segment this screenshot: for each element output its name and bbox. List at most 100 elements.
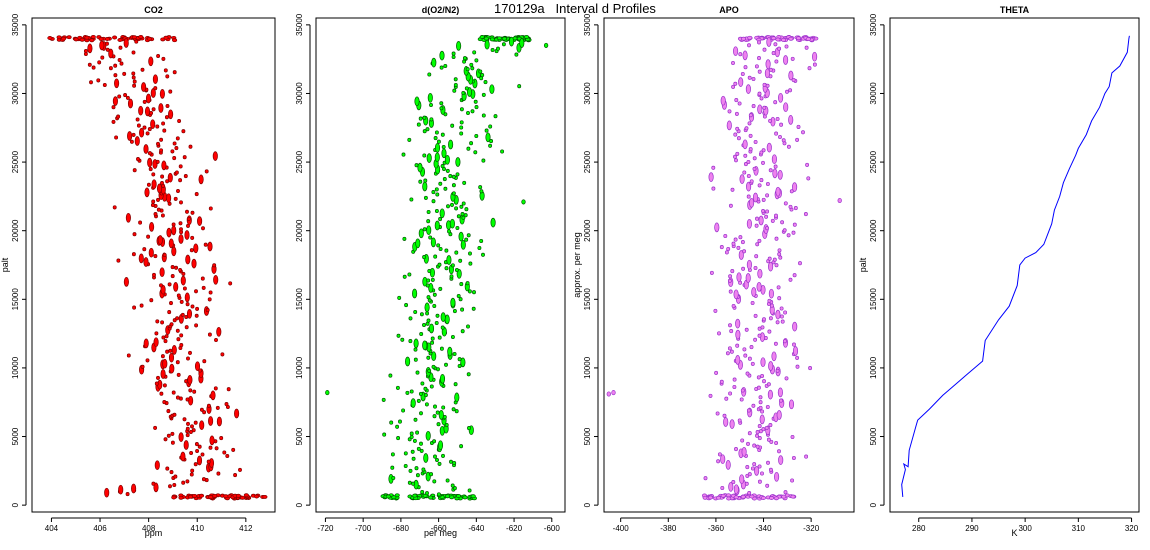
data-point — [153, 212, 158, 217]
data-point — [443, 63, 448, 69]
data-point — [758, 405, 763, 410]
data-point — [170, 440, 175, 445]
data-point — [432, 303, 437, 309]
data-point — [463, 213, 468, 218]
band-point — [747, 35, 753, 40]
data-point — [792, 346, 799, 356]
data-point — [156, 375, 160, 380]
data-point — [132, 83, 137, 88]
data-point — [792, 342, 796, 347]
data-point — [136, 123, 141, 128]
data-point — [762, 82, 767, 87]
data-point — [804, 45, 809, 50]
data-point — [170, 265, 175, 270]
data-point — [424, 302, 430, 313]
data-point — [467, 488, 472, 493]
data-point — [194, 323, 199, 328]
data-point — [740, 388, 745, 393]
data-point — [454, 267, 459, 273]
data-point — [779, 122, 784, 127]
data-point — [416, 398, 421, 403]
data-point — [163, 437, 168, 442]
band-point — [146, 36, 152, 41]
data-point — [719, 379, 724, 384]
data-point — [796, 124, 801, 129]
data-point — [96, 78, 101, 83]
data-point — [161, 121, 166, 126]
band-point — [455, 494, 462, 498]
y-tick-label: 20000 — [11, 219, 20, 242]
data-point — [165, 74, 170, 79]
data-point — [514, 52, 519, 57]
data-point — [441, 453, 445, 458]
data-point — [226, 387, 231, 392]
data-point — [455, 157, 461, 167]
data-point — [753, 337, 758, 342]
band-point — [740, 36, 747, 41]
data-point — [806, 176, 811, 181]
data-point — [152, 272, 156, 277]
data-point — [766, 142, 772, 153]
data-point — [456, 41, 462, 51]
band-point — [243, 493, 249, 498]
band-point — [254, 494, 260, 499]
data-point — [755, 216, 759, 221]
data-point — [411, 456, 416, 461]
data-point — [753, 265, 758, 271]
data-point — [433, 254, 438, 259]
data-point — [490, 47, 495, 53]
data-point — [488, 124, 493, 129]
data-point — [734, 447, 738, 452]
data-point — [179, 200, 183, 205]
data-point — [135, 117, 140, 122]
data-point — [422, 181, 428, 192]
data-point — [156, 141, 160, 146]
band-point — [773, 496, 779, 501]
data-point — [708, 393, 713, 398]
data-point — [132, 79, 137, 84]
band-point — [138, 34, 144, 39]
chart-apo: APO -400 -380 -360 -340 -320 0 5000 10000 15000 20… — [572, 5, 855, 533]
data-point — [178, 432, 184, 442]
data-point — [202, 359, 207, 364]
data-point — [466, 146, 471, 151]
data-point — [116, 258, 121, 263]
data-point — [145, 358, 150, 363]
data-point — [125, 212, 131, 223]
data-point — [808, 366, 813, 371]
data-point — [462, 56, 467, 61]
data-point — [759, 96, 764, 101]
data-point — [448, 139, 454, 150]
data-point — [433, 404, 437, 409]
data-point — [449, 459, 453, 464]
data-point — [165, 466, 170, 471]
data-point — [177, 118, 182, 124]
data-point — [765, 193, 770, 198]
data-point — [753, 139, 758, 145]
outlier-point — [543, 42, 549, 48]
data-point — [501, 42, 506, 47]
x-axis-label: K — [1011, 528, 1017, 538]
data-point — [450, 123, 455, 128]
data-point — [481, 113, 486, 118]
data-point — [390, 465, 395, 470]
data-point — [757, 183, 762, 188]
data-point — [778, 455, 784, 465]
data-point — [736, 272, 742, 283]
data-point — [738, 250, 744, 260]
data-point — [423, 453, 429, 463]
data-point — [176, 188, 180, 194]
data-point — [205, 308, 210, 313]
data-point — [473, 99, 478, 104]
data-point — [409, 389, 414, 394]
data-point — [716, 459, 721, 464]
data-point — [407, 137, 412, 142]
data-point — [735, 355, 741, 365]
data-point — [772, 168, 778, 179]
data-point — [233, 473, 238, 478]
data-point — [464, 237, 469, 242]
data-point — [433, 136, 438, 141]
data-point — [464, 86, 469, 91]
data-point — [767, 298, 772, 303]
data-point — [160, 320, 165, 325]
